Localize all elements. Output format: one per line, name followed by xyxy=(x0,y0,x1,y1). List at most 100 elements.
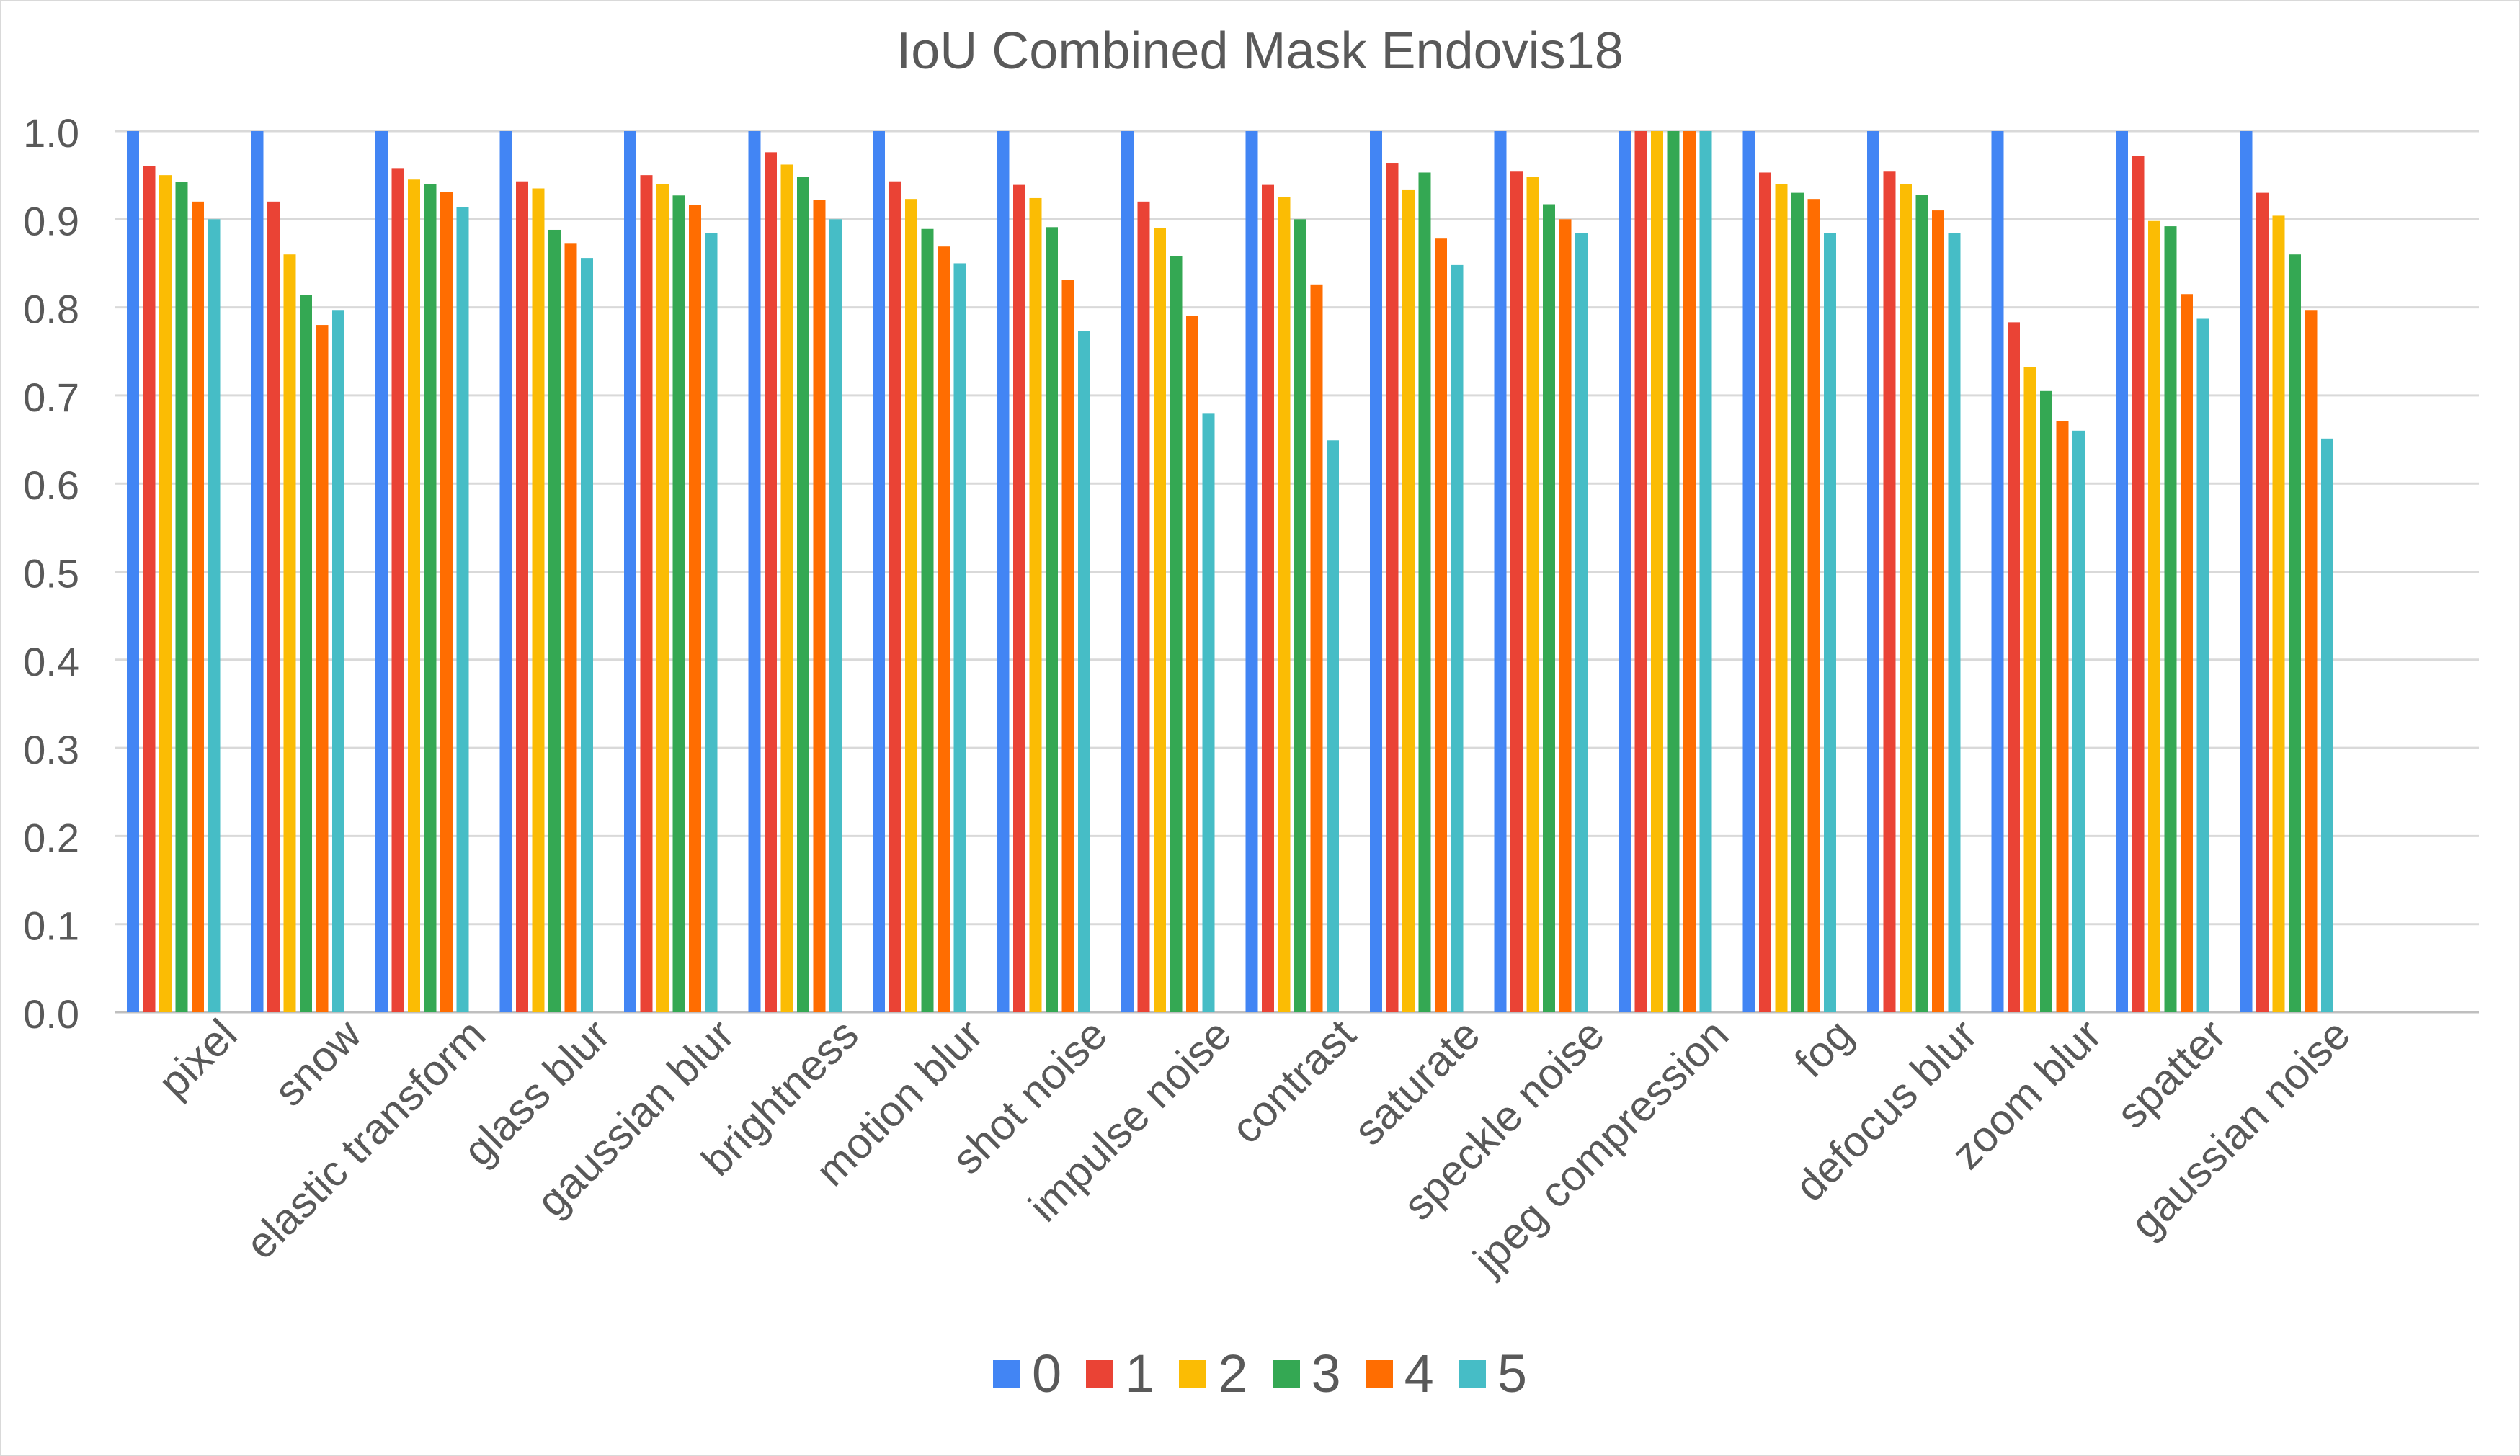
bar-series-0 xyxy=(127,131,139,1012)
bar-series-3 xyxy=(300,295,312,1012)
bar-series-3 xyxy=(1791,192,1804,1012)
x-tick-label: pixel xyxy=(149,1010,246,1107)
bar-series-2 xyxy=(2148,220,2160,1013)
y-tick-label: 0.4 xyxy=(23,639,79,684)
bar-series-0 xyxy=(251,131,264,1012)
bar-series-3 xyxy=(2164,226,2177,1013)
bar-series-4 xyxy=(1061,280,1074,1012)
bar-series-2 xyxy=(905,199,917,1012)
y-tick-label: 0.3 xyxy=(23,727,79,772)
bar-series-5 xyxy=(1327,440,1339,1012)
bar-series-2 xyxy=(656,184,669,1012)
bar-series-1 xyxy=(1013,184,1025,1012)
bar-series-2 xyxy=(532,188,545,1012)
bar-series-1 xyxy=(2008,322,2020,1012)
legend-item: 3 xyxy=(1272,1344,1341,1403)
legend-label: 0 xyxy=(1032,1344,1062,1403)
bar-series-3 xyxy=(548,229,561,1012)
bar-series-0 xyxy=(1867,131,1879,1012)
bar-series-5 xyxy=(456,207,469,1013)
bar-series-2 xyxy=(1900,184,1912,1012)
y-tick-label: 0.0 xyxy=(23,991,79,1037)
bar-series-3 xyxy=(672,195,685,1012)
bar-series-3 xyxy=(1418,172,1431,1013)
bar-series-4 xyxy=(1683,131,1696,1012)
bar-series-1 xyxy=(640,175,653,1012)
bar-series-0 xyxy=(2116,131,2128,1012)
bar-series-2 xyxy=(1402,189,1415,1012)
bar-series-5 xyxy=(2072,430,2085,1012)
legend-swatch xyxy=(1365,1360,1393,1388)
bar-series-5 xyxy=(1948,233,1961,1012)
legend: 0 1 2 3 4 5 xyxy=(0,1347,2520,1401)
legend-label: 5 xyxy=(1497,1344,1527,1403)
bar-series-1 xyxy=(1137,201,1150,1013)
bar-series-1 xyxy=(1634,131,1647,1012)
x-tick-label: fog xyxy=(1786,1010,1862,1086)
bar-series-4 xyxy=(1807,199,1820,1012)
bar-series-2 xyxy=(283,254,296,1013)
bar-series-4 xyxy=(316,325,329,1012)
legend-item: 1 xyxy=(1086,1347,1154,1401)
bar-series-5 xyxy=(208,219,221,1012)
bar-series-1 xyxy=(1510,171,1523,1012)
bar-series-3 xyxy=(1046,227,1058,1012)
x-tick-label: contrast xyxy=(1222,1010,1366,1153)
bar-series-2 xyxy=(780,164,793,1012)
bar-series-3 xyxy=(797,177,809,1013)
bar-series-4 xyxy=(2181,294,2193,1012)
legend-label: 1 xyxy=(1125,1344,1155,1403)
legend-label: 3 xyxy=(1311,1344,1341,1403)
bar-series-4 xyxy=(1310,284,1323,1012)
y-tick-label: 0.9 xyxy=(23,198,79,244)
y-tick-label: 0.7 xyxy=(23,375,79,420)
bar-series-0 xyxy=(1991,131,2004,1012)
bar-series-0 xyxy=(748,131,761,1012)
bar-series-2 xyxy=(2023,367,2036,1012)
bar-series-5 xyxy=(332,310,344,1012)
legend-item: 0 xyxy=(993,1347,1061,1401)
bar-series-5 xyxy=(1078,331,1090,1013)
bar-series-1 xyxy=(1759,172,1771,1013)
legend-item: 5 xyxy=(1458,1344,1527,1403)
bar-series-2 xyxy=(1154,228,1166,1012)
y-tick-label: 1.0 xyxy=(23,110,79,156)
bar-series-4 xyxy=(813,200,826,1012)
bar-series-1 xyxy=(267,201,280,1013)
bar-series-3 xyxy=(1915,195,1928,1012)
bar-series-5 xyxy=(953,263,966,1013)
bar-series-5 xyxy=(1699,131,1712,1012)
bar-series-5 xyxy=(705,233,718,1012)
bar-series-0 xyxy=(997,131,1010,1012)
bar-series-0 xyxy=(873,131,885,1012)
bar-series-0 xyxy=(1370,131,1382,1012)
bar-series-1 xyxy=(143,166,156,1012)
bar-series-4 xyxy=(1559,219,1572,1012)
chart-title: IoU Combined Mask Endovis18 xyxy=(896,22,1624,80)
bar-series-5 xyxy=(2196,318,2209,1012)
bar-series-2 xyxy=(1526,177,1539,1013)
bar-series-3 xyxy=(1294,219,1306,1012)
y-tick-label: 0.8 xyxy=(23,287,79,332)
legend-item: 2 xyxy=(1179,1347,1248,1401)
y-tick-label: 0.2 xyxy=(23,815,79,860)
y-tick-label: 0.1 xyxy=(23,903,79,949)
bar-series-5 xyxy=(1202,413,1215,1012)
bar-series-4 xyxy=(938,246,950,1012)
bar-series-4 xyxy=(2305,310,2318,1012)
bar-series-1 xyxy=(391,168,404,1013)
bar-series-5 xyxy=(1575,233,1588,1012)
bar-series-3 xyxy=(175,182,188,1013)
legend-swatch xyxy=(1458,1360,1486,1388)
bar-series-3 xyxy=(424,184,437,1012)
bar-series-4 xyxy=(689,205,701,1013)
bar-series-0 xyxy=(1121,131,1134,1012)
bar-series-3 xyxy=(1170,256,1183,1012)
legend-swatch xyxy=(1086,1360,1114,1388)
bar-series-3 xyxy=(2289,254,2301,1013)
bar-series-5 xyxy=(829,219,842,1012)
bar-series-2 xyxy=(1775,184,1788,1012)
x-tick-label: gaussian noise xyxy=(2121,1010,2359,1248)
bar-series-4 xyxy=(2056,421,2069,1012)
